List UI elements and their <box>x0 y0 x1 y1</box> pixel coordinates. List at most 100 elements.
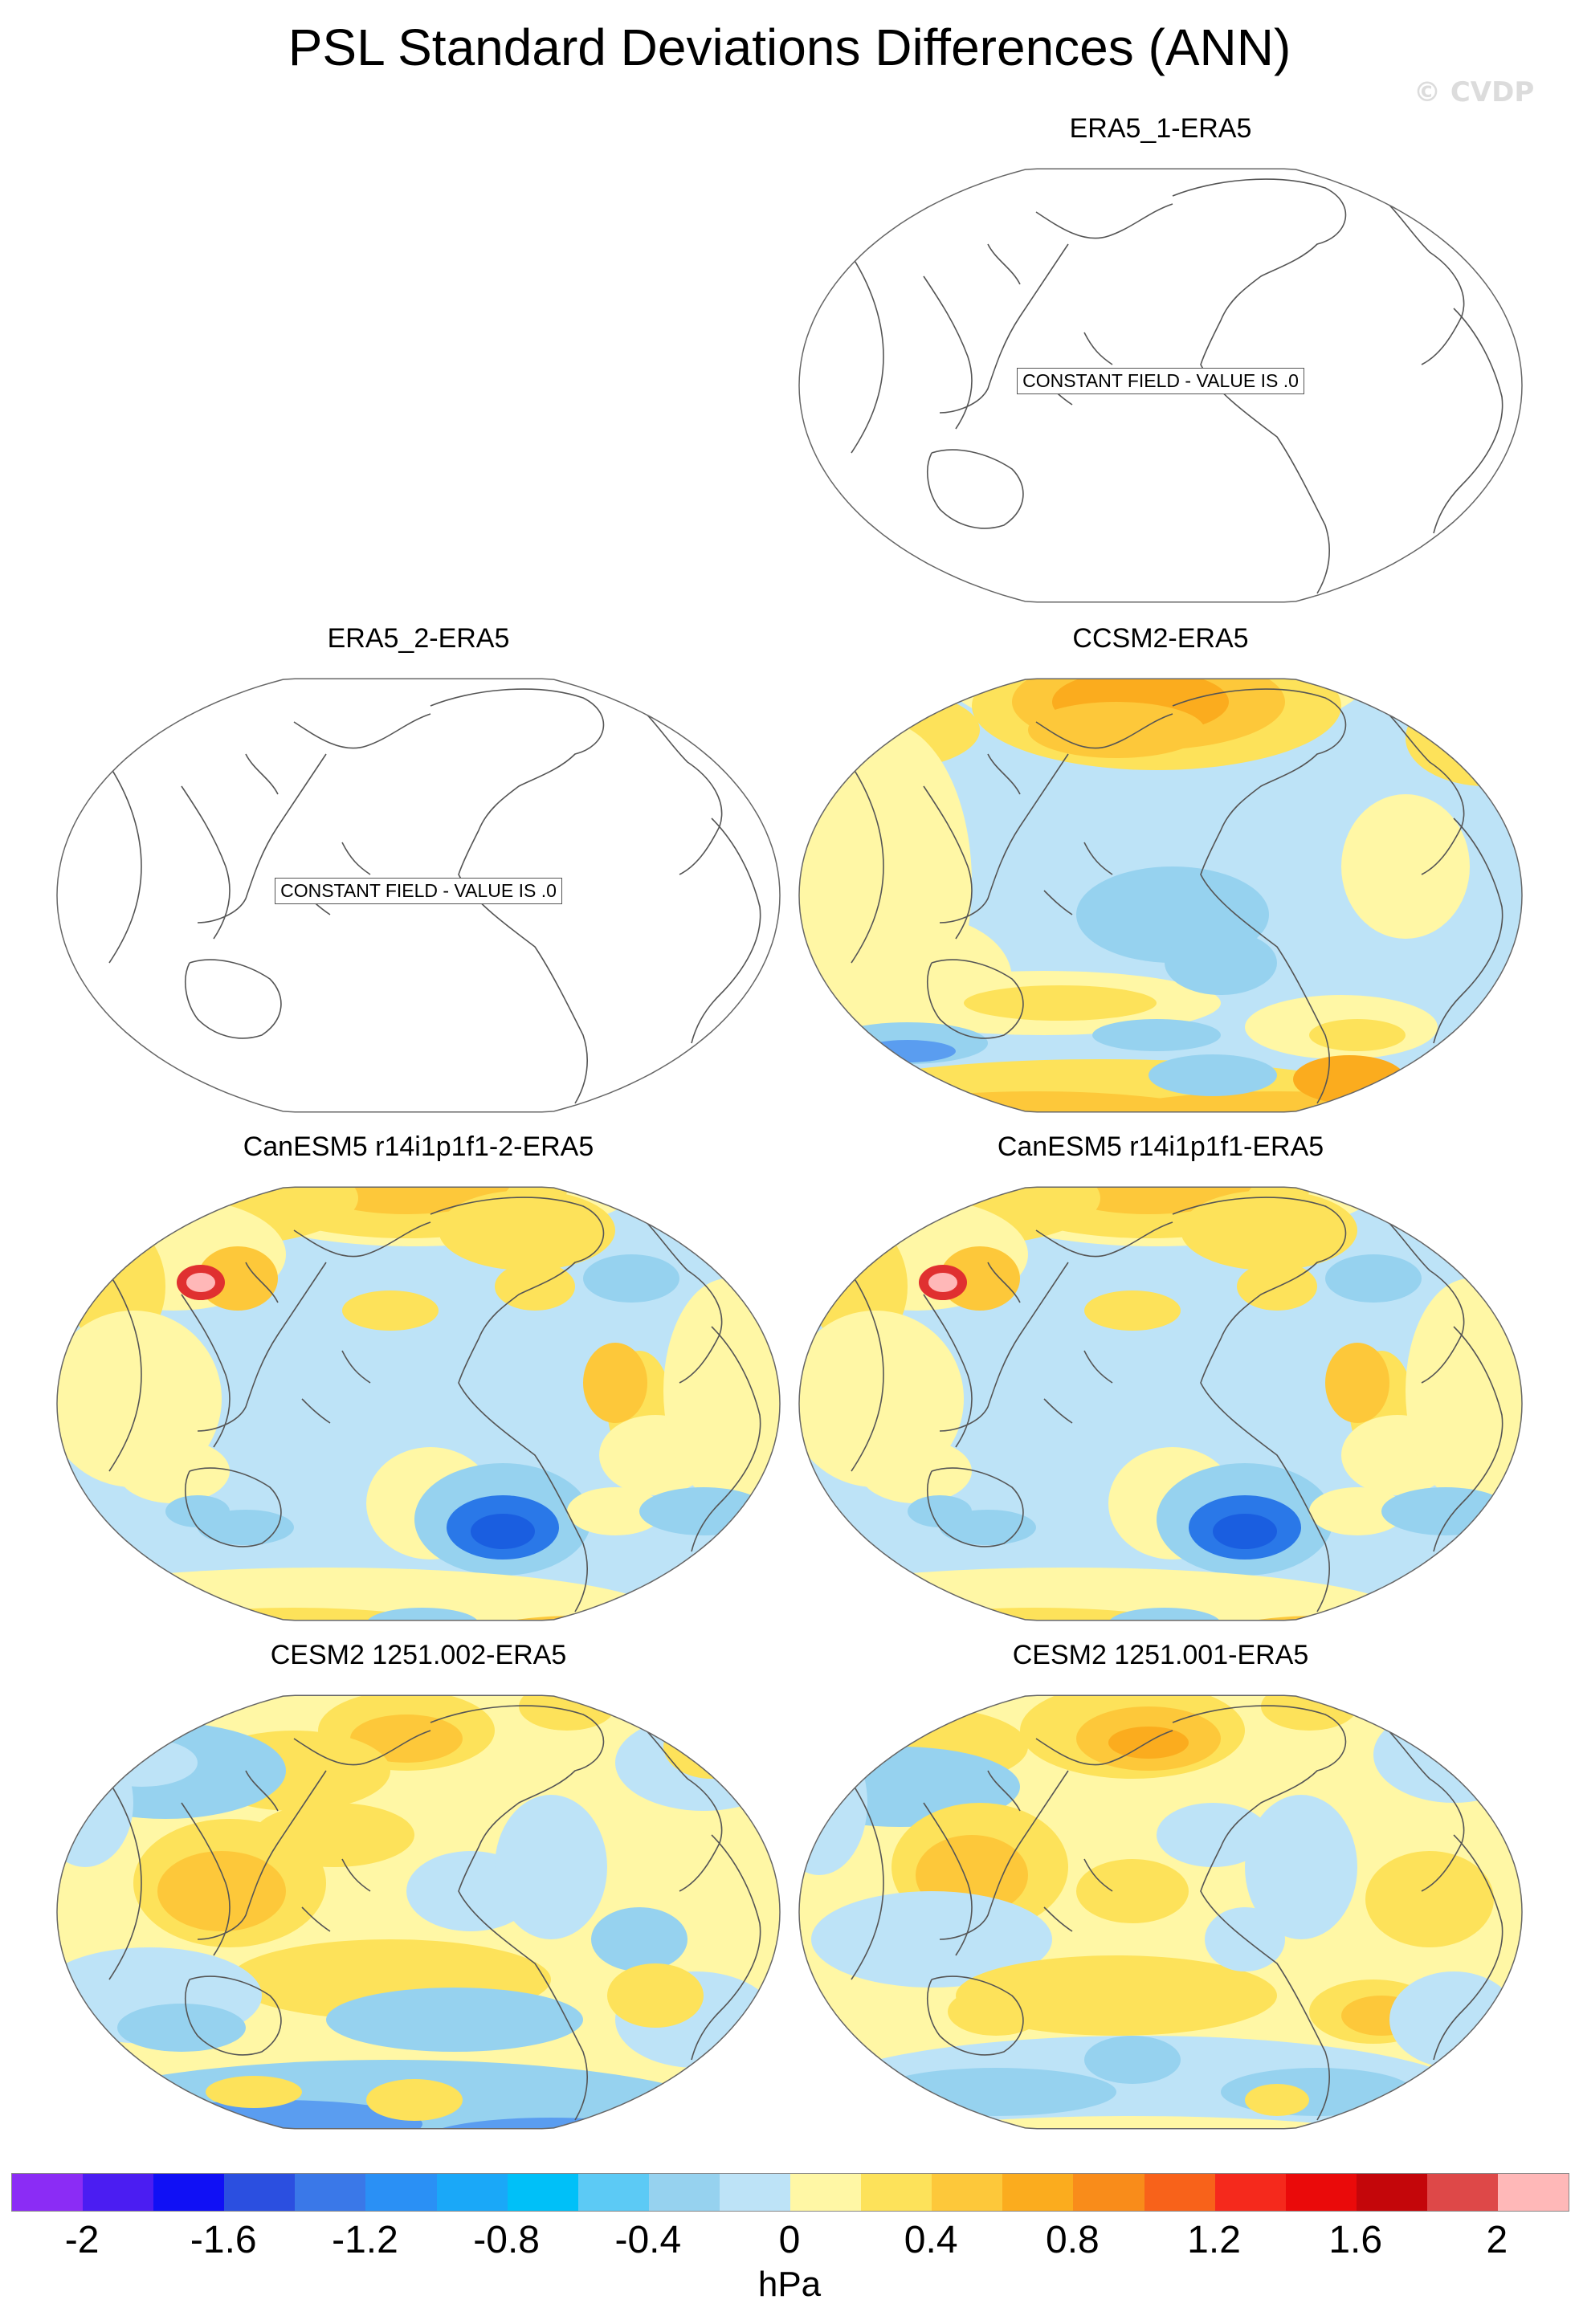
colorbar-tick-label: 0.4 <box>904 2219 958 2261</box>
panel-title: CanESM5 r14i1p1f1-ERA5 <box>997 1131 1324 1162</box>
anomaly-contour <box>1261 1695 1357 1731</box>
colorbar-swatch <box>83 2174 154 2211</box>
colorbar-tick-label: 0.8 <box>1045 2219 1100 2261</box>
anomaly-contour <box>1028 702 1205 758</box>
colorbar-swatch <box>790 2174 862 2211</box>
map-outline <box>798 678 1523 1113</box>
anomaly-contour <box>495 1795 607 1939</box>
colorbar-tick-label: 0 <box>778 2219 801 2261</box>
anomaly-contour <box>1108 1608 1221 1621</box>
anomaly-contour <box>1422 1698 1522 1763</box>
anomaly-contour <box>519 1695 615 1731</box>
map-panel-cesm2-001: CESM2 1251.001-ERA5 <box>795 1639 1526 2153</box>
world-map <box>798 168 1523 603</box>
anomaly-contour <box>1245 1795 1357 1939</box>
anomaly-contour <box>583 1254 679 1303</box>
watermark: © CVDP <box>1414 76 1535 108</box>
colorbar-swatch <box>365 2174 437 2211</box>
anomaly-contour <box>366 1608 479 1621</box>
map-outline <box>56 678 781 1113</box>
anomaly-contour <box>940 1510 1036 1545</box>
colorbar-swatch <box>1002 2174 1074 2211</box>
map-panel-ccsm2: CCSM2-ERA5 <box>795 622 1526 1136</box>
anomaly-contour <box>803 2036 1478 2129</box>
world-map <box>798 1694 1523 2130</box>
colorbar-swatch <box>1073 2174 1144 2211</box>
anomaly-contour <box>1084 1290 1181 1331</box>
anomaly-contour <box>799 690 892 738</box>
anomaly-contour <box>342 1290 439 1331</box>
colorbar-swatch <box>1285 2174 1357 2211</box>
anomaly-contour <box>964 985 1157 1021</box>
anomaly-contour <box>607 1963 704 2028</box>
panel-title: CESM2 1251.002-ERA5 <box>270 1640 567 1670</box>
coastlines <box>843 1705 1504 2129</box>
map-panel-canesm5: CanESM5 r14i1p1f1-ERA5 <box>795 1131 1526 1645</box>
colorbar-tick-label: -0.8 <box>473 2219 540 2261</box>
map-outline <box>56 1694 781 2130</box>
colorbar-swatch <box>1144 2174 1215 2211</box>
anomaly-contour <box>948 1988 1044 2036</box>
anomaly-contour <box>1365 1851 1494 1947</box>
colorbar-tick-label: -1.2 <box>332 2219 398 2261</box>
anomaly-contour <box>1325 1343 1389 1423</box>
world-map <box>56 678 781 1113</box>
anomaly-contour <box>198 1510 294 1545</box>
colorbar-swatch <box>577 2174 649 2211</box>
colorbar <box>11 2173 1569 2212</box>
colorbar-swatch <box>12 2174 84 2211</box>
colorbar-tick-label: 1.2 <box>1187 2219 1241 2261</box>
map-panel-canesm5-2: CanESM5 r14i1p1f1-2-ERA5 <box>53 1131 784 1645</box>
figure-title: PSL Standard Deviations Differences (ANN… <box>288 18 1291 76</box>
anomaly-contour <box>1213 1514 1277 1549</box>
map-panel-era5-2: ERA5_2-ERA5 CONSTANT FIELD - VALUE IS .0 <box>53 622 784 1136</box>
anomaly-contour <box>117 1439 230 1503</box>
anomaly-contour <box>1084 2036 1181 2084</box>
colorbar-units: hPa <box>757 2265 822 2304</box>
colorbar-swatch <box>436 2174 508 2211</box>
anomaly-contour <box>811 2116 1454 2129</box>
colorbar-swatch <box>1497 2174 1569 2211</box>
colorbar-swatch <box>224 2174 296 2211</box>
colorbar-swatch <box>1214 2174 1286 2211</box>
anomaly-contour <box>471 2135 599 2150</box>
colorbar-swatch <box>648 2174 720 2211</box>
anomaly-contour <box>1181 1190 1357 1270</box>
anomaly-contour <box>859 1040 956 1062</box>
anomaly-contour <box>928 1273 957 1292</box>
map-outline <box>798 1694 1523 2130</box>
map-panel-cesm2-002: CESM2 1251.002-ERA5 <box>53 1639 784 2153</box>
anomaly-contour <box>471 1514 535 1549</box>
colorbar-swatch <box>1426 2174 1498 2211</box>
anomaly-contour <box>583 1343 647 1423</box>
map-outline <box>798 168 1523 603</box>
anomaly-contour <box>117 2004 246 2052</box>
colorbar-tick-label: -2 <box>64 2219 100 2261</box>
colorbar-tick-label: 2 <box>1486 2219 1508 2261</box>
anomaly-contour <box>1406 1278 1522 1503</box>
world-map <box>798 678 1523 1113</box>
anomaly-contour <box>591 1907 687 1971</box>
panel-title: ERA5_2-ERA5 <box>327 623 510 654</box>
anomaly-contour <box>439 1190 615 1270</box>
panel-title: ERA5_1-ERA5 <box>1069 113 1252 144</box>
panel-title: CanESM5 r14i1p1f1-2-ERA5 <box>243 1131 594 1162</box>
world-map <box>56 1694 781 2150</box>
colorbar-swatch <box>153 2174 225 2211</box>
world-map <box>56 1186 781 1621</box>
anomaly-contour <box>639 1487 768 1535</box>
world-map <box>798 1186 1523 1621</box>
anomaly-contour <box>1309 1487 1406 1535</box>
map-outline <box>798 1186 1523 1621</box>
anomaly-contour <box>1381 1487 1510 1535</box>
colorbar-swatch <box>861 2174 932 2211</box>
colorbar-tick-label: -1.6 <box>190 2219 257 2261</box>
map-panel-era5-1: ERA5_1-ERA5 CONSTANT FIELD - VALUE IS .0 <box>795 112 1526 626</box>
anomaly-contour <box>567 1487 663 1535</box>
anomaly-contour <box>157 1851 286 1931</box>
colorbar-swatch <box>1356 2174 1427 2211</box>
colorbar-tick-label: -0.4 <box>614 2219 682 2261</box>
anomaly-contour <box>875 2068 1116 2116</box>
anomaly-contour <box>1149 1054 1277 1096</box>
anomaly-contour <box>206 2076 302 2108</box>
